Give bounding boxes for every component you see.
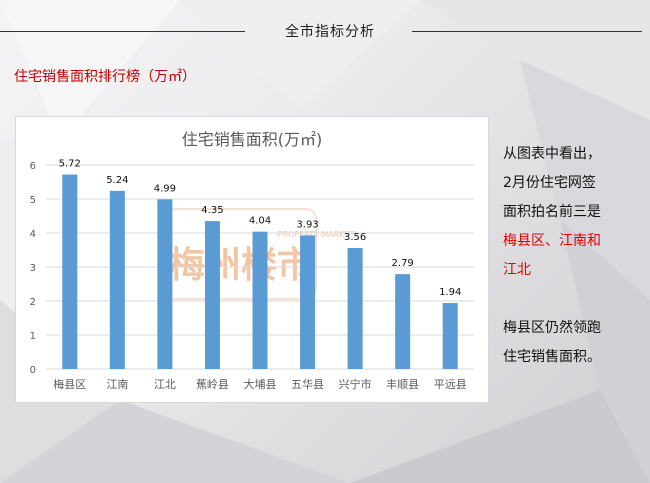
data-label: 1.94 (439, 287, 461, 298)
commentary-line: 住宅销售面积。 (503, 349, 601, 365)
y-tick-label: 1 (30, 331, 36, 342)
bar (204, 221, 220, 369)
x-category-label: 五华县 (291, 377, 324, 391)
commentary-line: 2月份住宅网签 (503, 175, 596, 191)
bar (252, 231, 268, 369)
y-tick-label: 0 (30, 365, 36, 376)
x-category-label: 江南 (106, 378, 128, 391)
commentary-line: 梅县区仍然领跑 (503, 320, 601, 336)
data-label: 3.93 (296, 219, 318, 230)
commentary-highlight-line: 梅县区、江南和 (503, 233, 601, 249)
y-tick-label: 2 (30, 297, 36, 308)
header-rule-right (412, 31, 642, 32)
section-title: 住宅销售面积排行榜（万㎡） (14, 69, 196, 85)
bar (347, 247, 363, 369)
y-tick-label: 6 (30, 161, 36, 172)
x-category-label: 梅县区 (53, 377, 86, 391)
x-category-label: 大埔县 (244, 377, 277, 391)
y-tick-label: 5 (30, 195, 36, 206)
data-label: 2.79 (392, 258, 414, 269)
data-label: 4.04 (249, 216, 271, 227)
watermark-text: 梅州楼市 (169, 245, 313, 286)
commentary-line: 从图表中看出， (503, 146, 601, 162)
x-category-label: 蕉岭县 (196, 377, 229, 391)
header-title: 全市指标分析 (285, 24, 375, 40)
bar (157, 199, 173, 369)
data-label: 5.24 (106, 175, 128, 186)
bar (109, 190, 125, 369)
commentary-highlight-line: 江北 (503, 262, 531, 278)
x-category-label: 平远县 (434, 378, 467, 391)
data-label: 5.72 (59, 159, 81, 170)
data-label: 4.99 (154, 183, 176, 194)
sidebar-commentary: 从图表中看出， 2月份住宅网签 面积拍名前三是 梅县区、江南和 江北 梅县区仍然领跑住… (503, 140, 643, 372)
bar (300, 235, 316, 369)
commentary-line: 面积拍名前三是 (503, 204, 601, 220)
data-label: 4.35 (201, 205, 223, 216)
x-category-label: 兴宁市 (339, 377, 372, 391)
header-rule-left (0, 31, 245, 32)
x-category-label: 江北 (154, 378, 176, 391)
y-tick-label: 4 (30, 229, 36, 240)
bar (395, 274, 411, 369)
watermark-sub-text: PROPERTY MARKET (278, 230, 355, 239)
bar (442, 303, 458, 369)
y-tick-label: 3 (30, 263, 36, 274)
bar (62, 174, 78, 369)
chart-title: 住宅销售面积(万㎡) (182, 130, 323, 149)
x-category-label: 丰顺县 (386, 378, 419, 391)
data-label: 3.56 (344, 232, 366, 243)
